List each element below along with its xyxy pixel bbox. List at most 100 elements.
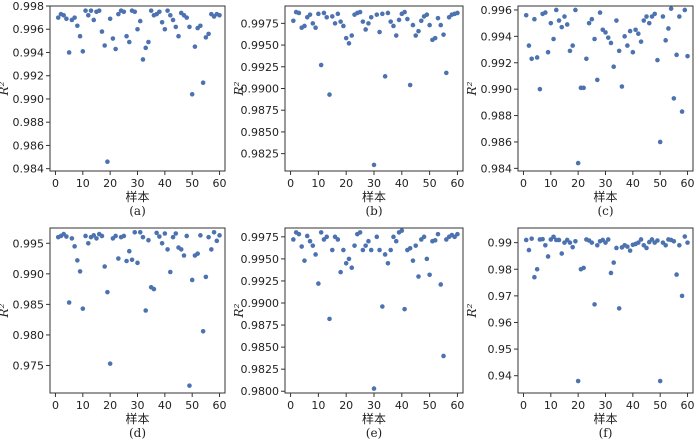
data-point [304,233,310,239]
data-point [75,258,80,263]
data-point [438,282,444,287]
data-point [444,70,449,76]
data-point [321,10,327,16]
y-tick-label: 0.9850 [241,341,280,354]
data-point [329,247,335,253]
x-tick-label: 30 [599,399,613,412]
x-tick-label: 40 [158,177,172,190]
data-point [64,16,69,22]
data-point [113,46,118,52]
data-point [181,253,187,258]
data-point [581,85,586,91]
data-point [685,240,690,245]
data-point [592,302,597,307]
data-point [85,12,91,18]
data-point [540,236,545,242]
data-point [545,49,551,55]
y-axis-label: R² [465,303,479,318]
data-point [77,33,83,39]
data-point [556,18,562,23]
data-point [206,31,211,37]
data-point [649,237,655,242]
data-point [126,39,132,45]
data-point [121,233,127,239]
data-point [324,234,330,240]
data-point [611,260,617,265]
data-point [360,19,366,24]
panel-caption: (f) [599,426,613,439]
data-point [189,277,195,283]
data-point [132,229,138,235]
data-point [96,8,102,13]
data-point [655,238,660,243]
data-point [165,8,170,13]
y-tick-label: 0.99 [488,237,513,250]
data-point [310,243,316,248]
x-tick-label: 0 [520,399,527,412]
data-point [198,23,203,29]
y-tick-label: 0.9900 [241,297,280,310]
data-point [209,247,214,252]
data-point [671,239,677,244]
x-tick-label: 40 [626,177,640,190]
data-point [633,27,638,33]
data-point [184,233,190,239]
data-point [176,33,181,39]
data-point [91,233,97,238]
data-point [99,29,105,34]
data-point [407,245,413,251]
data-point [402,9,407,15]
y-tick-label: 0.9875 [241,104,280,117]
data-point [69,236,75,241]
plot-frame [284,227,464,394]
data-point [107,361,113,366]
y-tick-label: 0.986 [481,136,513,149]
data-point [143,308,149,313]
data-point [374,12,380,17]
data-point [91,17,97,23]
data-point [83,8,88,13]
data-point [126,248,132,254]
data-point [534,55,540,60]
data-point [418,18,424,24]
data-point [575,378,581,384]
data-point [605,237,611,242]
x-tick-label: 40 [395,399,409,412]
data-point [532,16,537,22]
data-point [589,240,595,245]
x-tick-label: 0 [520,177,527,190]
y-axis-label: R² [465,81,479,96]
data-point [140,234,146,240]
y-axis-label: R² [0,303,11,318]
data-point [343,260,349,266]
data-point [148,8,154,13]
data-point [327,92,332,97]
panel-c: 0 10 20 30 40 50 60 0.984 0.986 0.988 0.990 0.992 0.… [465,4,695,218]
data-point [192,44,198,49]
data-point [168,12,173,18]
x-tick-label: 50 [185,177,199,190]
data-point [217,12,222,18]
data-point [559,251,565,256]
data-point [352,243,357,248]
x-tick-label: 60 [450,177,464,190]
data-point [329,14,335,19]
data-point [679,293,685,299]
data-point [313,252,318,257]
y-tick-label: 0.96 [488,316,513,329]
data-point [570,244,575,250]
data-point [532,274,537,280]
data-point [438,22,444,28]
data-point [64,234,69,239]
data-point [399,228,405,233]
data-point [388,247,393,253]
data-point [102,43,107,48]
data-point [178,247,184,252]
data-point [374,234,380,240]
data-point [335,237,341,242]
y-tick-label: 0.986 [13,139,45,152]
data-point [441,32,446,37]
data-point [324,14,330,20]
data-point [435,231,441,237]
data-point [619,84,625,89]
